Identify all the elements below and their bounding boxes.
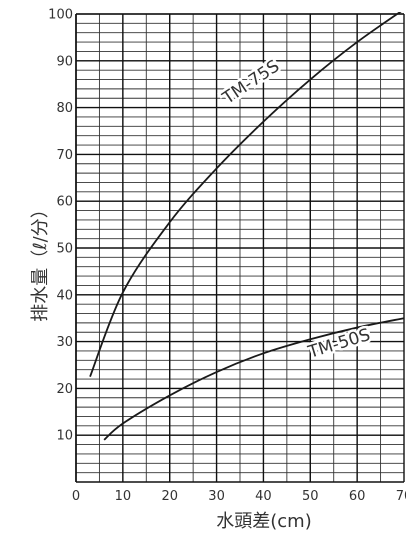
- x-tick-label: 50: [302, 489, 319, 504]
- y-tick-label: 30: [56, 335, 73, 350]
- series-line-tm-50s: [103, 317, 405, 441]
- y-tick-label: 60: [56, 195, 73, 210]
- x-tick-label: 30: [208, 489, 225, 504]
- x-tick-label: 10: [115, 489, 132, 504]
- series-label-tm-75s: TM-75S: [218, 56, 283, 109]
- series-layer: [89, 12, 405, 441]
- tick-labels: 0 10 20 30 40 50 60 70 10 20 30 40 50 60 70 80 90 100: [48, 8, 406, 505]
- chart-axes: [75, 13, 404, 483]
- y-tick-label: 40: [56, 288, 73, 303]
- x-tick-label: 70: [396, 489, 406, 504]
- y-tick-label: 10: [56, 429, 73, 444]
- x-tick-label: 60: [349, 489, 366, 504]
- x-axis-label: 水頭差(cm): [216, 511, 311, 532]
- x-tick-label: 40: [255, 489, 272, 504]
- y-tick-label: 90: [56, 54, 73, 69]
- y-tick-label: 20: [56, 382, 73, 397]
- y-tick-label: 70: [56, 148, 73, 163]
- y-tick-label: 80: [56, 101, 73, 116]
- y-tick-label: 100: [48, 8, 73, 23]
- x-tick-label: 0: [72, 489, 80, 504]
- x-tick-label: 20: [161, 489, 178, 504]
- series-line-tm-75s: [89, 12, 402, 378]
- y-axis-label: 排水量（ℓ/分）: [30, 200, 51, 322]
- series-label-tm-50s: TM-50S: [305, 325, 373, 363]
- y-tick-label: 50: [56, 242, 73, 257]
